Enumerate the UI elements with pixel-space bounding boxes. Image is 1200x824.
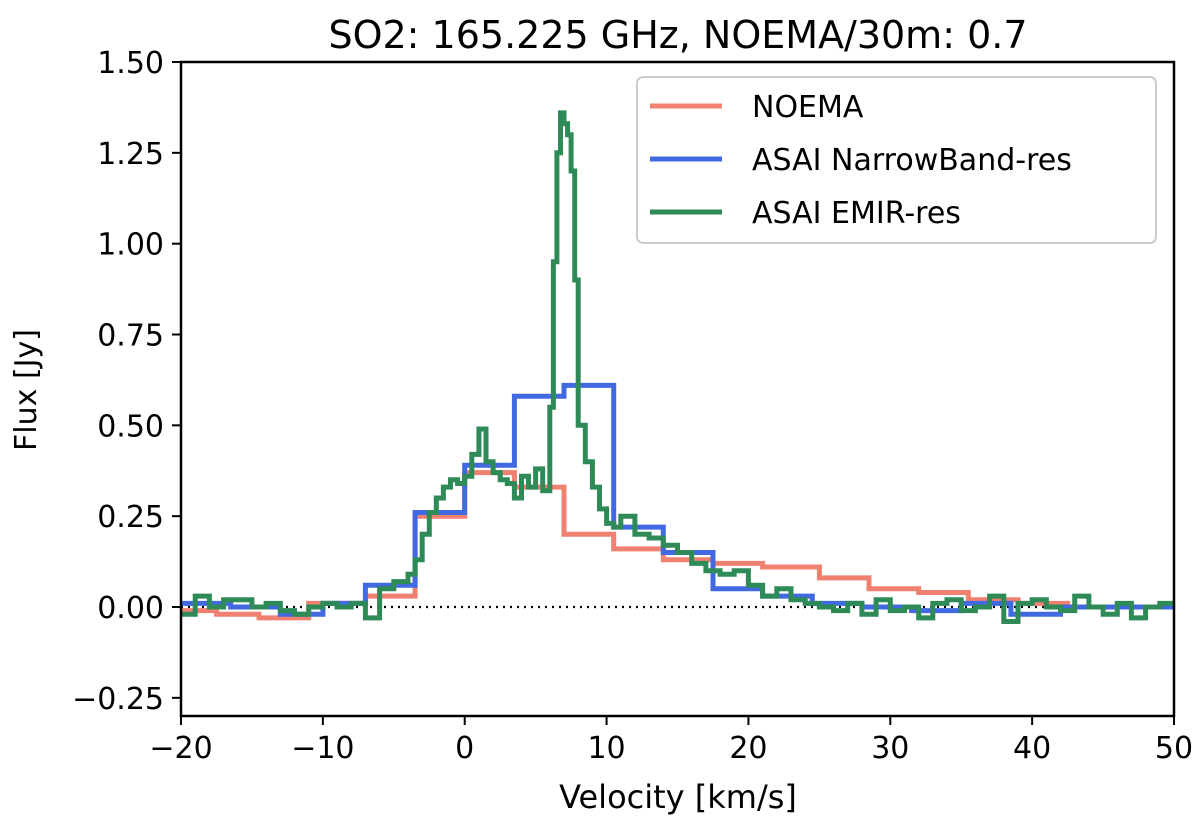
legend-box — [636, 76, 1157, 244]
x-axis-label: Velocity [km/s] — [559, 778, 797, 816]
legend-label-2: ASAI EMIR-res — [752, 196, 961, 231]
x-tick-label: 40 — [1013, 731, 1051, 766]
y-axis-label: Flux [Jy] — [9, 329, 44, 451]
legend: NOEMA ASAI NarrowBand-res ASAI EMIR-res — [636, 76, 1157, 244]
x-tick-label: −10 — [291, 731, 354, 766]
chart-title: SO2: 165.225 GHz, NOEMA/30m: 0.7 — [328, 13, 1027, 57]
y-tick-label: 0.25 — [97, 500, 164, 535]
y-tick-label: 1.00 — [97, 228, 164, 263]
x-tick-label: 30 — [871, 731, 909, 766]
x-tick-label: 0 — [455, 731, 474, 766]
x-tick-label: −20 — [149, 731, 212, 766]
y-tick-label: 1.25 — [97, 137, 164, 172]
y-tick-label: 0.50 — [97, 409, 164, 444]
x-tick-label: 50 — [1155, 731, 1193, 766]
y-tick-label: −0.25 — [72, 682, 164, 717]
series-line-2 — [181, 110, 1174, 624]
series-line-1 — [181, 382, 1174, 617]
y-tick-label: 0.00 — [97, 591, 164, 626]
legend-label-1: ASAI NarrowBand-res — [752, 143, 1072, 178]
legend-label-0: NOEMA — [752, 90, 864, 125]
x-tick-label: 10 — [587, 731, 625, 766]
y-tick-label: 1.50 — [97, 46, 164, 81]
x-tick-label: 20 — [729, 731, 767, 766]
plot-frame — [179, 60, 1176, 718]
y-tick-label: 0.75 — [97, 319, 164, 354]
series-line-0 — [181, 470, 1174, 621]
